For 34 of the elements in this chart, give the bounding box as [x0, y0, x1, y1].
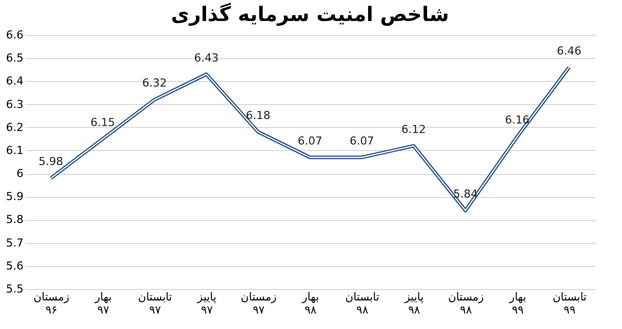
data-label: 6.32: [142, 76, 167, 90]
y-tick-label: 6.5: [6, 52, 24, 65]
x-tick-label: پاییز ۹۷: [196, 290, 216, 316]
y-tick-label: 5.5: [6, 282, 24, 296]
y-tick-label: 6.3: [6, 98, 24, 111]
x-tick-label: تابستان ۹۹: [552, 290, 587, 316]
x-tick-label: بهار ۹۷: [94, 290, 112, 316]
x-tick-label: زمستان ۹۷: [240, 290, 277, 316]
data-label: 6.15: [90, 116, 115, 129]
data-label: 6.46: [556, 44, 582, 58]
x-tick-label: تابستان ۹۸: [345, 290, 380, 316]
y-tick-label: 6: [16, 167, 24, 180]
data-label: 6.18: [246, 108, 270, 122]
data-label: 6.12: [401, 122, 426, 136]
y-tick-label: 5.7: [6, 236, 24, 250]
data-label: 6.07: [350, 134, 374, 148]
y-tick-label: 6.2: [6, 120, 24, 134]
x-tick-label: بهار ۹۹: [508, 290, 526, 316]
y-tick-label: 6.1: [6, 144, 24, 157]
y-tick-label: 5.9: [6, 190, 24, 204]
y-tick-label: 6.6: [6, 28, 24, 42]
y-tick-label: 5.8: [6, 213, 24, 226]
data-label: 6.16: [505, 114, 530, 127]
chart-title: شاخص امنیت سرمایه گذاری: [170, 2, 450, 26]
x-tick-label: تابستان ۹۷: [138, 290, 172, 316]
y-tick-label: 5.6: [6, 259, 24, 272]
x-tick-label: زمستان ۹۶: [34, 290, 70, 316]
y-tick-label: 6.4: [6, 74, 24, 88]
data-label: 5.98: [38, 155, 64, 168]
x-tick-label: پاییز ۹۸: [404, 290, 424, 316]
x-tick-label: بهار ۹۸: [301, 290, 319, 316]
data-label: 6.43: [194, 51, 219, 64]
x-tick-label: زمستان ۹۸: [448, 290, 484, 316]
data-label: 6.07: [298, 134, 322, 148]
